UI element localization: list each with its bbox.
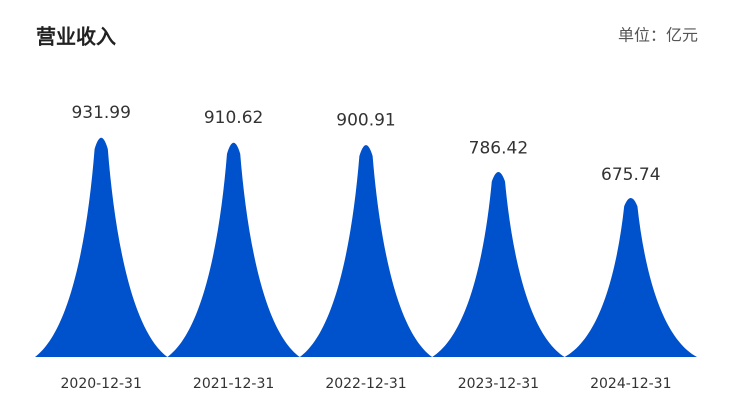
bar [167, 142, 300, 357]
bar [432, 172, 565, 357]
bar [35, 137, 168, 357]
bar [299, 145, 433, 357]
value-label: 931.99 [71, 103, 130, 123]
chart-title: 营业收入 [36, 25, 116, 49]
value-label: 675.74 [601, 165, 660, 185]
value-label: 900.91 [336, 111, 395, 131]
unit-label: 单位：亿元 [618, 26, 698, 45]
x-tick-label: 2022-12-31 [325, 376, 406, 392]
bar [564, 198, 697, 357]
value-label: 910.62 [204, 108, 263, 128]
x-tick-label: 2021-12-31 [193, 376, 274, 392]
x-tick-label: 2024-12-31 [590, 376, 671, 392]
x-tick-label: 2020-12-31 [61, 376, 142, 392]
value-label: 786.42 [469, 138, 528, 158]
x-tick-label: 2023-12-31 [458, 376, 539, 392]
